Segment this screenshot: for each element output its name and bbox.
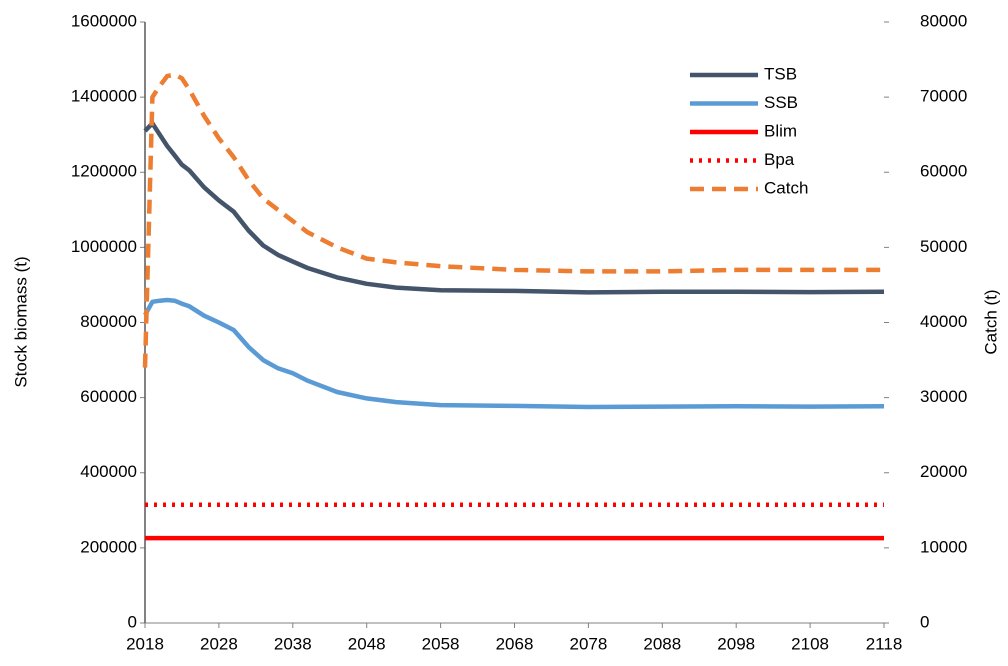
y2-tick-label: 80000 bbox=[920, 11, 967, 30]
series-line bbox=[142, 72, 884, 368]
series-line bbox=[143, 121, 885, 295]
x-tick-label: 2118 bbox=[866, 634, 903, 653]
legend-label: SSB bbox=[764, 93, 798, 112]
x-tick-label: 2078 bbox=[569, 634, 607, 653]
x-tick-label: 2098 bbox=[717, 634, 755, 653]
y2-tick-label: 0 bbox=[920, 612, 929, 631]
x-tick-label: 2048 bbox=[348, 634, 386, 653]
y2-tick-label: 40000 bbox=[920, 312, 967, 331]
y2-tick-label: 30000 bbox=[920, 387, 967, 406]
y2-tick-label: 70000 bbox=[920, 87, 967, 106]
y2-axis-title: Catch (t) bbox=[981, 289, 1000, 354]
legend-label: Catch bbox=[764, 178, 808, 197]
y2-tick-label: 60000 bbox=[920, 162, 967, 181]
y-tick-label: 1400000 bbox=[71, 87, 137, 106]
y-tick-label: 600000 bbox=[80, 387, 137, 406]
y-tick-label: 400000 bbox=[80, 462, 137, 481]
y-axis-title: Stock biomass (t) bbox=[11, 256, 30, 387]
y-tick-label: 1200000 bbox=[71, 162, 137, 181]
y-tick-label: 0 bbox=[128, 612, 137, 631]
y2-tick-label: 20000 bbox=[920, 462, 967, 481]
x-tick-label: 2028 bbox=[200, 634, 238, 653]
x-tick-label: 2088 bbox=[643, 634, 681, 653]
y-tick-label: 1000000 bbox=[71, 237, 137, 256]
legend-label: Bpa bbox=[764, 150, 795, 169]
y2-tick-label: 50000 bbox=[920, 237, 967, 256]
x-tick-label: 2038 bbox=[274, 634, 312, 653]
series-line bbox=[143, 297, 885, 410]
legend-label: Blim bbox=[764, 121, 797, 140]
y-tick-label: 800000 bbox=[80, 312, 137, 331]
x-tick-label: 2058 bbox=[422, 634, 460, 653]
y-tick-label: 1600000 bbox=[71, 11, 137, 30]
y2-tick-label: 10000 bbox=[920, 537, 967, 556]
x-tick-label: 2108 bbox=[791, 634, 829, 653]
x-tick-label: 2068 bbox=[496, 634, 534, 653]
legend-label: TSB bbox=[764, 64, 797, 83]
x-tick-label: 2018 bbox=[126, 634, 164, 653]
y-tick-label: 200000 bbox=[80, 537, 137, 556]
